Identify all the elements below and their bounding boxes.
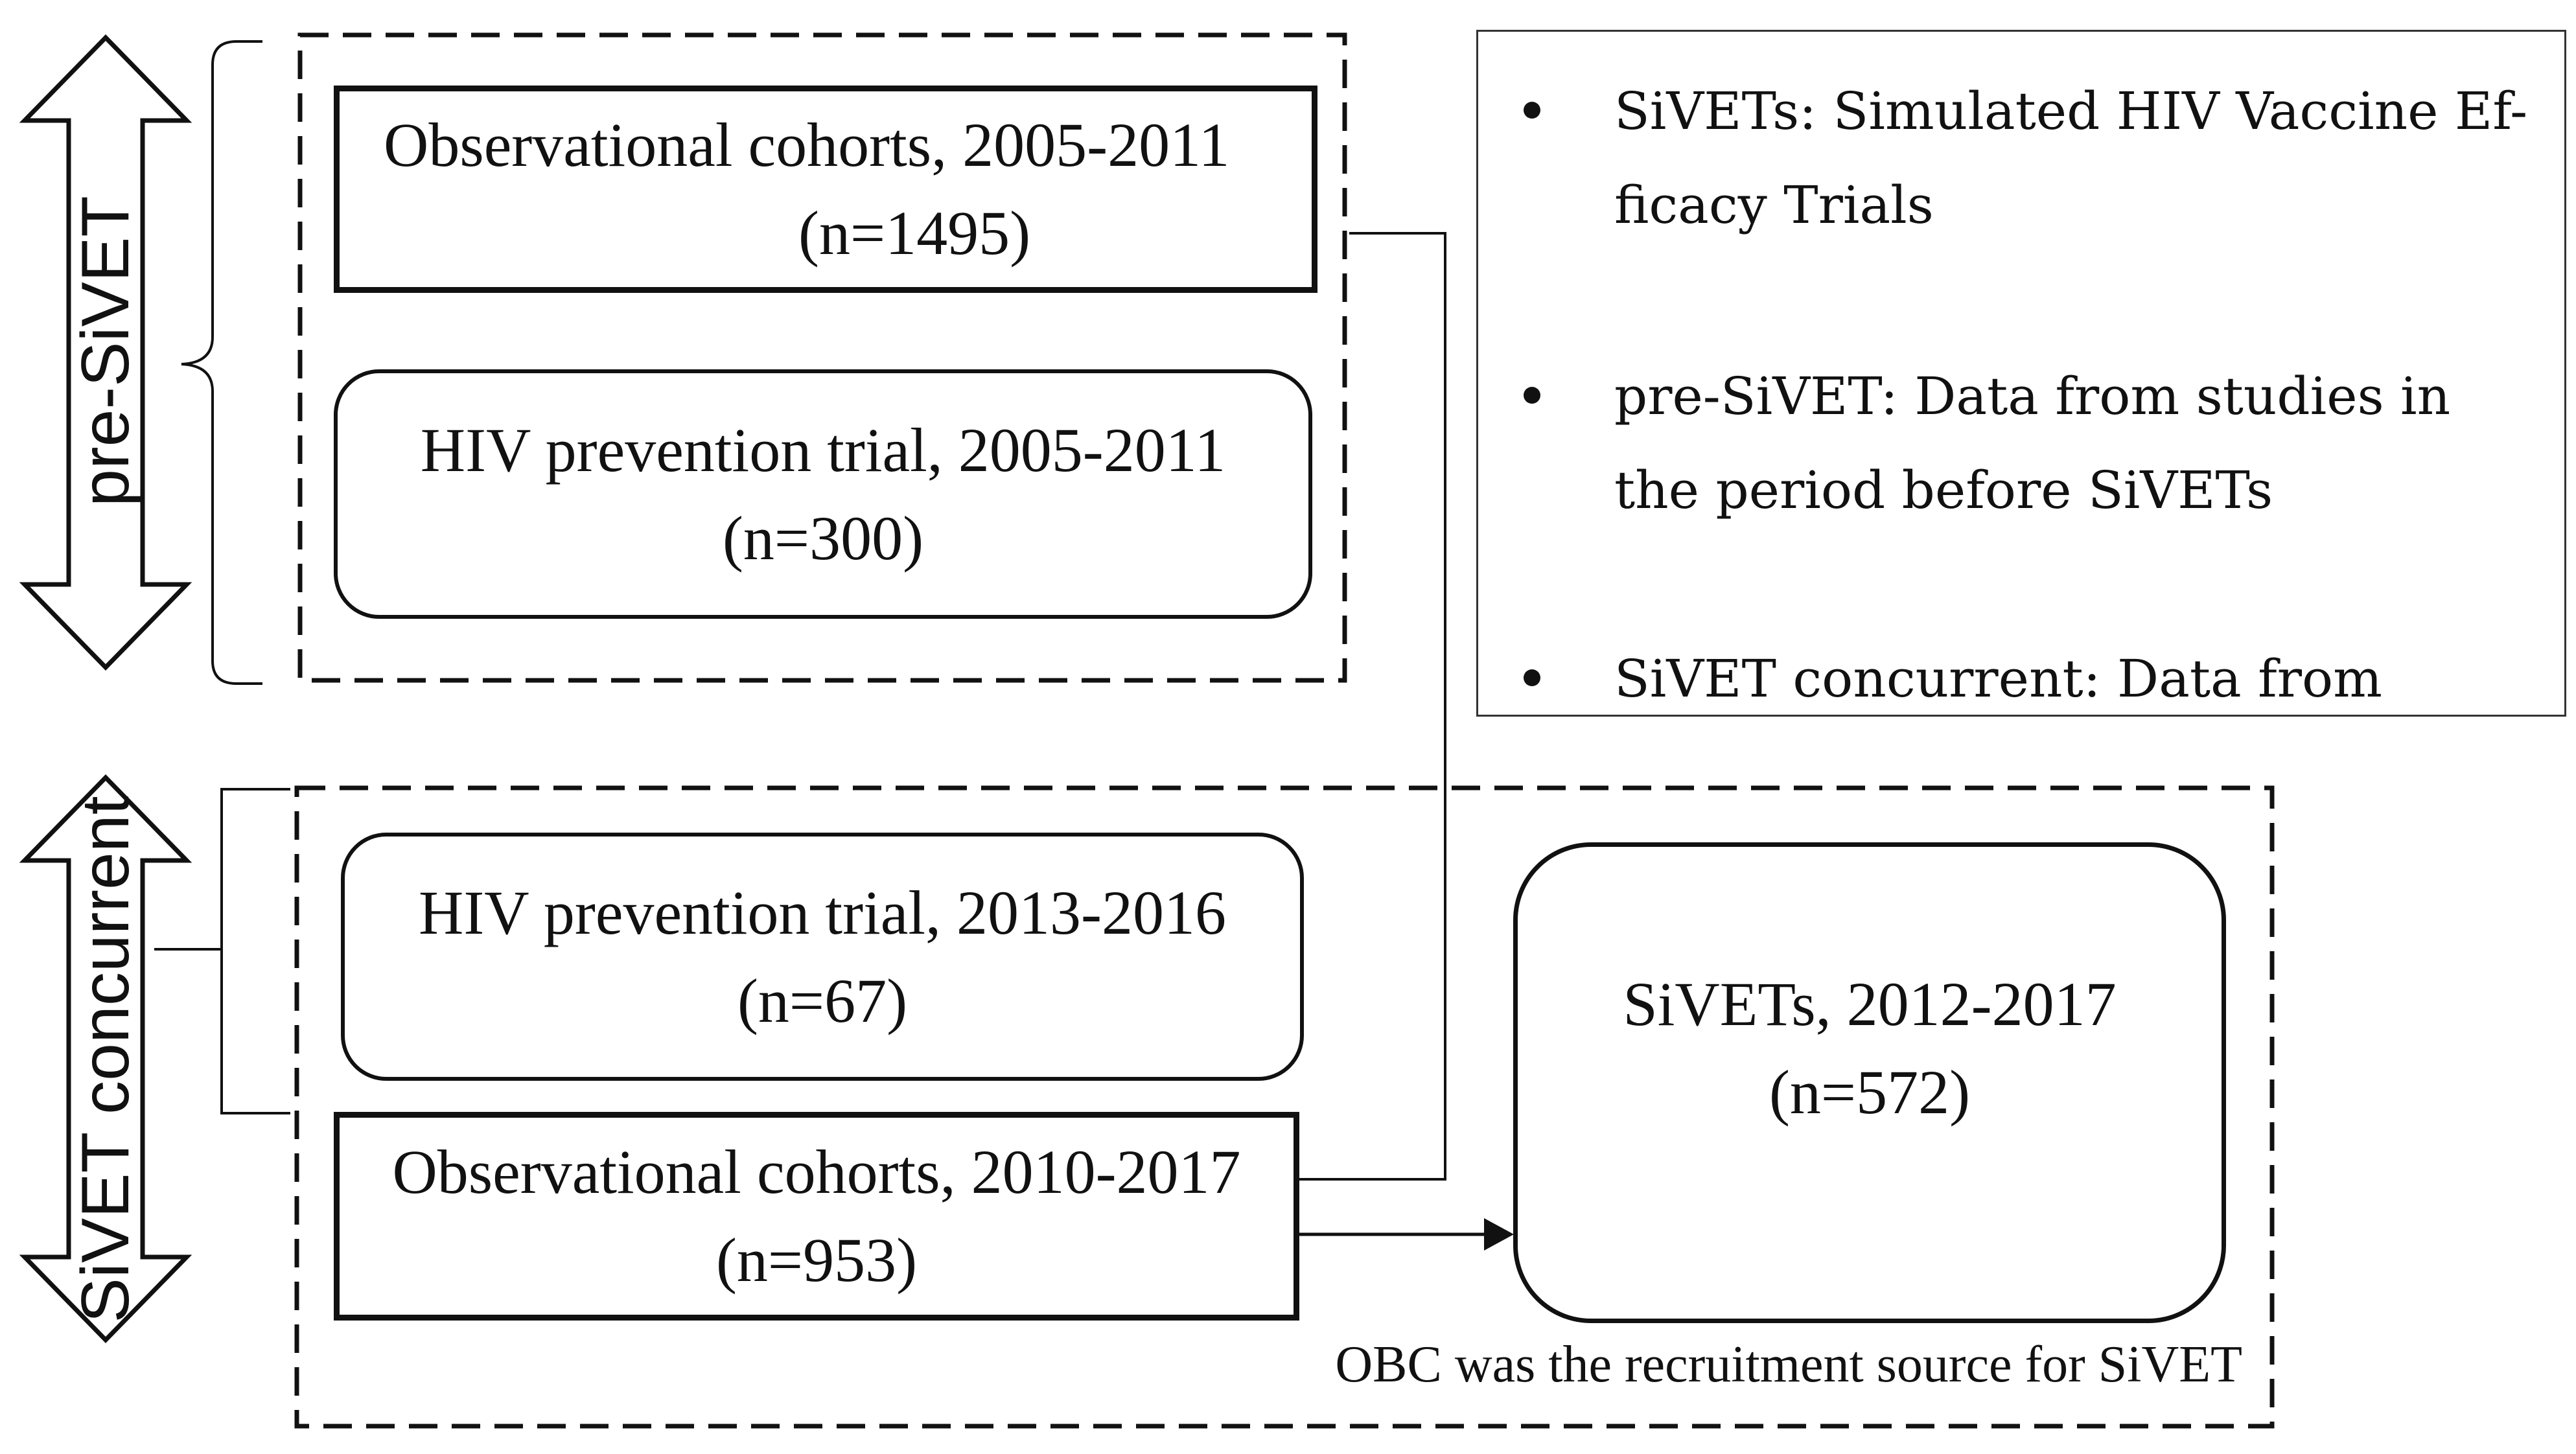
pre-sivet-double-arrow — [19, 34, 192, 671]
sivet-concurrent-label: SiVET concurrent — [68, 796, 143, 1323]
box-count: (n=300) — [722, 503, 924, 573]
sivet-concurrent-group-frame — [294, 785, 2275, 1429]
box-title: Observational cohorts, 2005-2011 — [384, 110, 1230, 179]
legend-panel: SiVETs: Simulated HIV Vaccine Ef-ficacy … — [1476, 30, 2566, 717]
bullet-icon — [1524, 669, 1540, 686]
box-title: Observational cohorts, 2010-2017 — [392, 1137, 1241, 1206]
box-count: (n=953) — [715, 1225, 918, 1295]
obs-cohorts-2005-2011-box: Observational cohorts, 2005-2011 (n=1495… — [334, 86, 1317, 293]
recruitment-note: OBC was the recruitment source for SiVET — [1335, 1336, 2242, 1393]
box-title: HIV prevention trial, 2005-2011 — [420, 415, 1226, 485]
obs-cohorts-2010-2017-box: Observational cohorts, 2010-2017 (n=953) — [334, 1112, 1299, 1321]
bullet-icon — [1524, 102, 1540, 119]
obc-connector-line — [1297, 232, 1446, 1181]
pre-sivet-group-frame — [297, 32, 1347, 683]
recruitment-arrow-head — [1484, 1218, 1514, 1251]
sivet-concurrent-bracket — [154, 788, 290, 1114]
sivets-2012-2017-box: SiVETs, 2012-2017 (n=572) — [1513, 842, 2226, 1323]
legend-text: pre-SiVET: Data from studies in the peri… — [1614, 366, 2451, 520]
box-title: SiVETs, 2012-2017 — [1623, 969, 2117, 1039]
box-count: (n=572) — [1769, 1057, 1971, 1127]
pre-sivet-brace — [181, 40, 262, 685]
box-count: (n=67) — [737, 965, 908, 1035]
sivet-concurrent-double-arrow — [19, 774, 192, 1344]
bullet-icon — [1524, 387, 1540, 404]
pre-sivet-label: pre-SiVET — [68, 196, 143, 507]
legend-text: SiVETs: Simulated HIV Vaccine Ef-ficacy … — [1614, 81, 2528, 235]
box-title: HIV prevention trial, 2013-2016 — [419, 877, 1226, 947]
legend-text: SiVET concurrent: Data from studies — [1614, 649, 2383, 709]
hiv-trial-2013-2016-box: HIV prevention trial, 2013-2016 (n=67) — [341, 833, 1304, 1081]
hiv-trial-2005-2011-box: HIV prevention trial, 2005-2011 (n=300) — [334, 369, 1312, 619]
box-count: (n=1495) — [798, 198, 1031, 268]
